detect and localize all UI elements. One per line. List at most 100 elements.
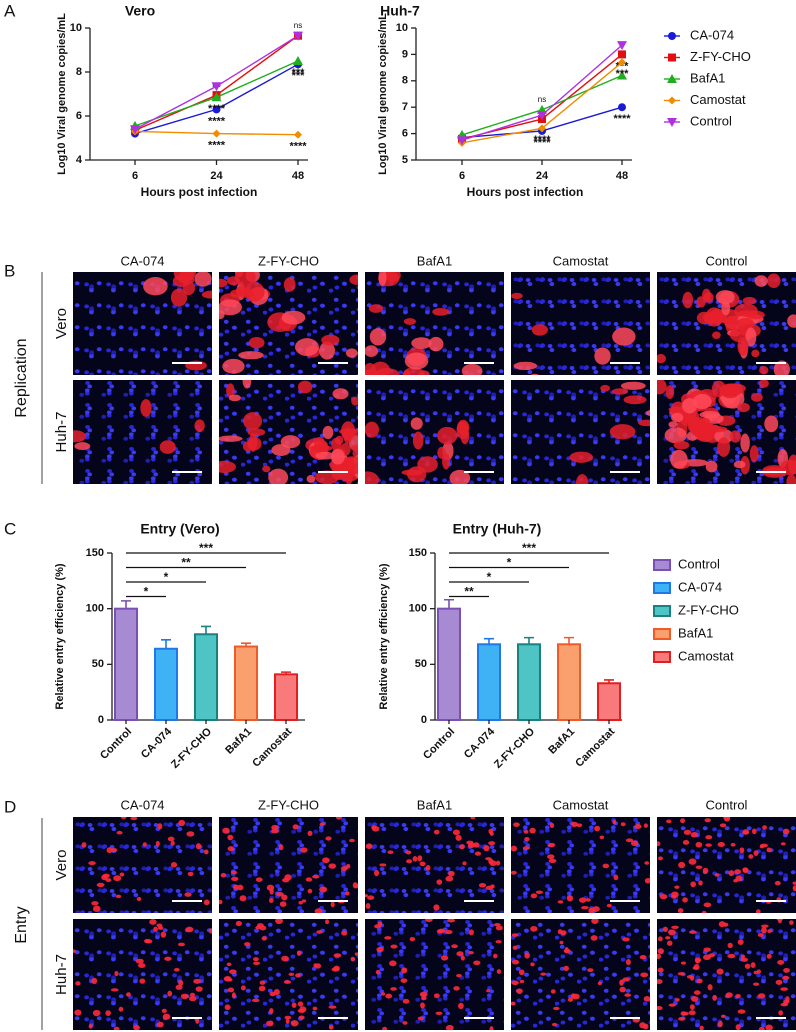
infected-cell [782,828,790,835]
infected-cell [674,998,680,1002]
marker [211,92,222,102]
infected-cell [340,866,348,871]
infected-cell [189,996,197,1002]
infected-cell [550,989,556,994]
infected-cell [269,888,274,895]
infected-cell [496,969,502,975]
legend-marker [668,53,676,62]
infected-cell [474,851,482,856]
infected-cell [702,867,709,874]
infected-cell [292,824,299,830]
y-tick-label: 6 [76,110,82,122]
y-axis-label: Relative entry efficiency (%) [54,563,66,709]
infected-cell [522,846,531,850]
significance-label: **** [613,113,631,125]
infected-cell [139,978,146,984]
column-label: BafA1 [417,797,452,812]
infected-cell [243,245,267,254]
infected-cell [242,380,252,389]
infected-cell [689,1004,695,1011]
infected-cell [516,988,523,994]
infected-cell [602,863,610,869]
infected-cell [379,863,387,867]
infected-cell [695,865,703,869]
marker [618,103,626,112]
infected-cell [716,968,724,975]
infected-cell [162,1013,171,1020]
y-tick-label: 5 [402,154,408,166]
infected-cell [227,834,234,841]
bar [234,645,258,722]
legend-swatch [653,582,671,594]
infected-cell [670,449,688,469]
infected-cell [412,856,418,862]
infected-cell [239,895,247,902]
infected-cell [344,891,350,896]
infected-cell [758,380,769,388]
infected-cell [203,899,210,906]
infected-cell [425,864,431,871]
infected-cell [378,272,387,287]
infected-cell [417,855,423,862]
infected-cell [705,835,713,840]
panel-label: D [4,797,16,816]
infected-cell [606,903,612,908]
infected-cell [402,1021,408,1025]
infected-cell [523,830,529,834]
legend-label: Z-FY-CHO [678,602,739,617]
legend-label: Z-FY-CHO [690,49,751,64]
infected-cell [488,841,496,846]
infected-cell [281,955,289,962]
infected-cell [756,969,761,974]
infected-cell [240,985,246,991]
error-bar [241,642,251,647]
infected-cell [130,817,138,821]
infected-cell [643,996,650,1002]
infected-cell [630,840,639,847]
infected-cell [473,960,481,966]
infected-cell [740,957,749,962]
infected-cell [702,954,711,961]
infected-cell [365,471,380,484]
y-tick-label: 50 [92,658,104,670]
infected-cell [278,844,284,851]
infected-cell [587,968,594,973]
y-tick-label: 50 [415,658,427,670]
significance-label: ** [181,556,191,570]
significance-label: **** [208,115,226,127]
infected-cell [727,953,736,959]
infected-cell [179,275,195,285]
infected-cell [387,850,394,855]
infected-cell [665,936,671,940]
infected-cell [683,829,692,835]
significance-label: *** [292,67,306,79]
legend-marker [668,32,676,40]
infected-cell [742,296,757,305]
infected-cell [328,863,337,869]
infected-cell [703,947,712,952]
infected-cell [371,825,380,832]
infected-cell [755,909,761,913]
infected-cell [276,892,284,897]
infected-cell [677,908,684,913]
infected-cell [184,892,192,897]
infected-cell [530,962,535,967]
infected-cell [284,1015,292,1020]
infected-cell [467,842,475,849]
infected-cell [612,819,617,825]
infected-cell [729,430,742,443]
infected-cell [566,895,574,902]
infected-cell [690,881,697,888]
infected-cell [390,987,397,991]
infected-cell [620,822,626,827]
infected-cell [757,993,766,999]
infected-cell [227,987,235,993]
infected-cell [312,1006,318,1011]
infected-cell [222,253,243,263]
infected-cell [247,437,262,451]
infected-cell [203,849,209,855]
y-tick-label: 6 [402,128,408,140]
infected-cell [682,291,694,309]
infected-cell [453,986,460,991]
infected-cell [404,352,429,370]
